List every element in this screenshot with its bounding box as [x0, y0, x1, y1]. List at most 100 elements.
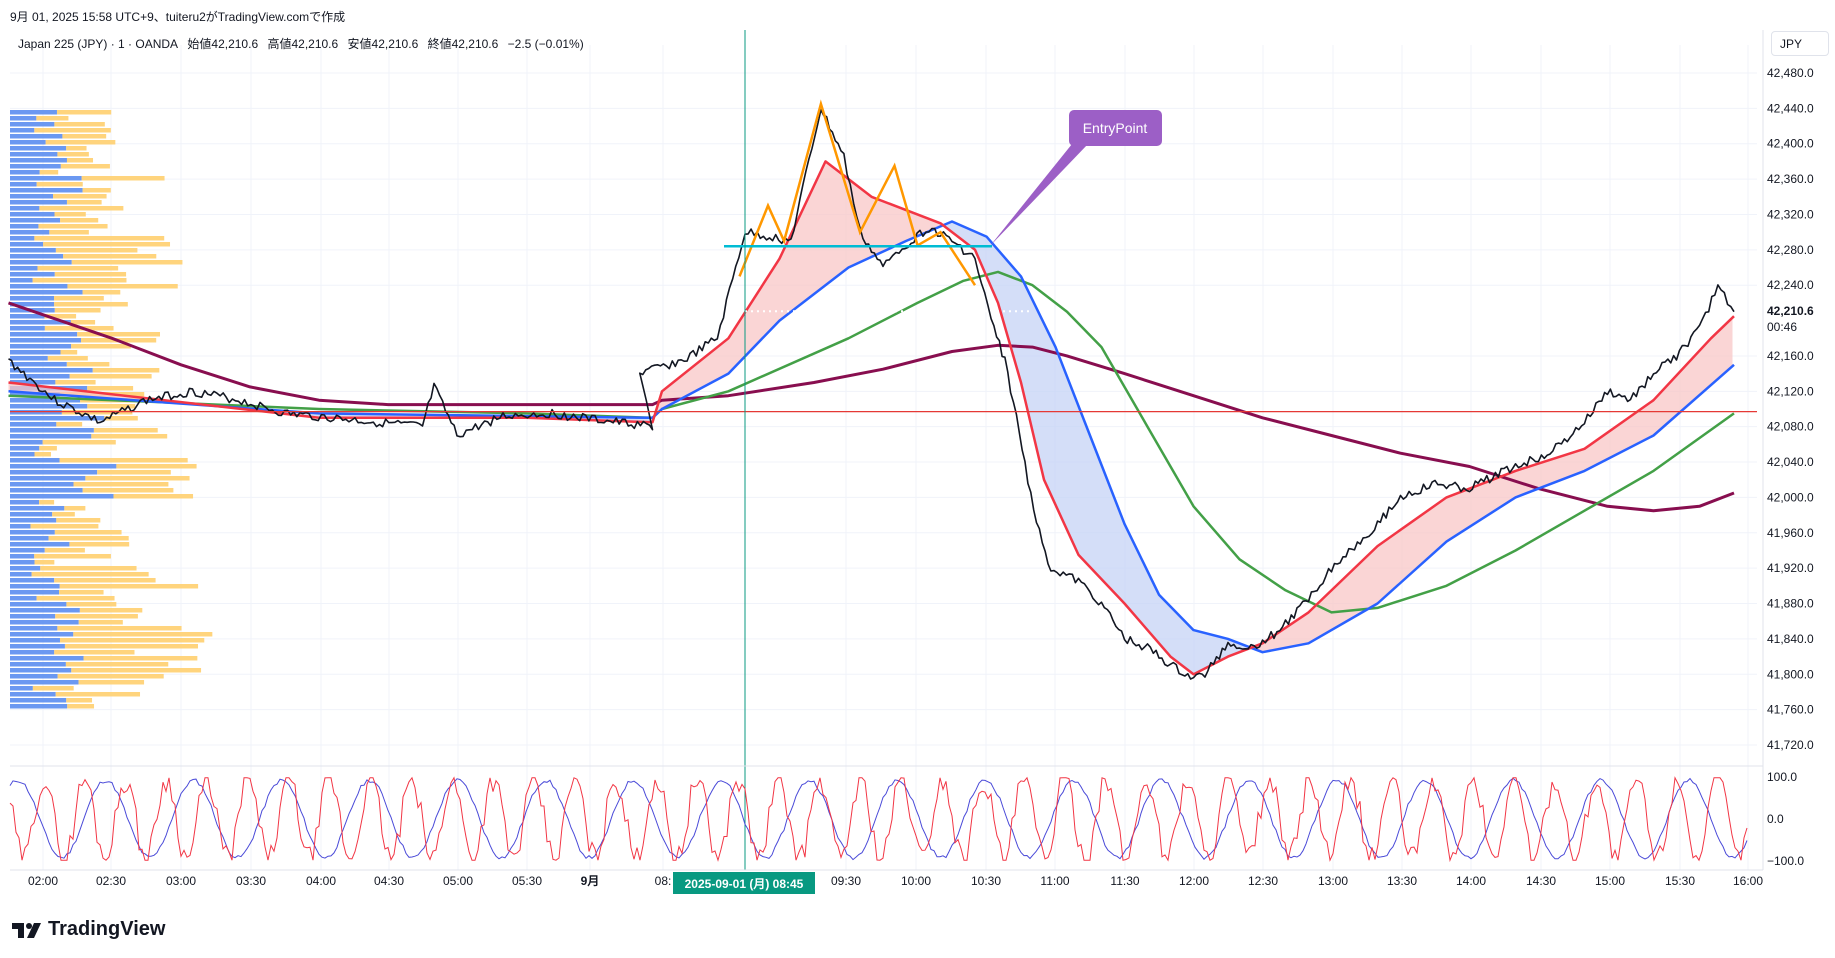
vp-bar-sell — [73, 482, 169, 487]
vp-bar-buy — [10, 284, 68, 289]
time-tick-label: 03:30 — [236, 874, 266, 888]
price-tick-label: 42,480.0 — [1767, 66, 1814, 80]
vp-bar-buy — [10, 596, 37, 601]
vp-bar-buy — [10, 362, 67, 367]
vp-bar-buy — [10, 554, 35, 559]
vp-bar-sell — [66, 602, 117, 607]
vp-bar-sell — [36, 596, 115, 601]
vp-bar-sell — [60, 350, 78, 355]
vp-bar-sell — [54, 650, 135, 655]
vp-bar-buy — [10, 464, 117, 469]
time-tick-label: 13:00 — [1318, 874, 1348, 888]
vp-bar-buy — [10, 212, 55, 217]
stochastic-pane — [9, 776, 1748, 863]
price-tick-label: 42,320.0 — [1767, 207, 1814, 221]
cursor-time-tag: 2025-09-01 (月) 08:45 — [673, 872, 815, 894]
vp-bar-sell — [78, 680, 145, 685]
vp-bar-buy — [10, 368, 93, 373]
vp-bar-buy — [10, 458, 60, 463]
axes: 42,480.0 42,440.0 42,400.0 42,360.0 42,320.0… — [10, 30, 1814, 894]
symbol-legend[interactable]: Japan 225 (JPY) · 1 · OANDA 始値42,210.6 高… — [18, 35, 590, 52]
vp-bar-buy — [10, 350, 61, 355]
price-tick-label: 42,120.0 — [1767, 384, 1814, 398]
price-lines — [8, 109, 1735, 680]
vp-bar-sell — [97, 470, 171, 475]
vp-bar-sell — [54, 308, 101, 313]
vp-bar-buy — [10, 116, 37, 121]
vp-bar-buy — [10, 398, 81, 403]
vp-bar-sell — [49, 230, 89, 235]
vp-bar-sell — [56, 422, 83, 427]
ema-cloud-fills — [8, 162, 1733, 674]
vp-bar-buy — [10, 230, 50, 235]
vp-bar-sell — [39, 206, 124, 211]
vp-bar-buy — [10, 344, 72, 349]
price-tick-label: 42,160.0 — [1767, 349, 1814, 363]
ema-cloud-fill — [1252, 317, 1733, 653]
ohlc-high: 高値42,210.6 — [267, 37, 339, 51]
tradingview-logo[interactable]: TradingView — [12, 918, 165, 941]
vp-bar-buy — [10, 374, 70, 379]
vp-bar-sell — [65, 662, 169, 667]
vp-bar-sell — [59, 638, 205, 643]
time-tick-label: 02:00 — [28, 874, 58, 888]
vp-bar-sell — [59, 584, 199, 589]
vp-bar-buy — [10, 356, 48, 361]
vp-bar-sell — [71, 260, 183, 265]
ohlc-change: −2.5 (−0.01%) — [507, 37, 584, 51]
price-line — [8, 109, 1735, 680]
vp-bar-sell — [66, 146, 87, 151]
vp-bar-sell — [56, 518, 101, 523]
last-price-tag: 42,210.6 00:46 — [1767, 304, 1814, 334]
price-tick-label: 42,280.0 — [1767, 243, 1814, 257]
price-tick-label: 41,920.0 — [1767, 561, 1814, 575]
price-tick-label: 41,840.0 — [1767, 632, 1814, 646]
vp-bar-buy — [10, 128, 35, 133]
vp-bar-sell — [81, 176, 165, 181]
vp-bar-sell — [53, 194, 107, 199]
vp-bar-sell — [67, 284, 178, 289]
vp-bar-sell — [64, 644, 198, 649]
vp-bar-buy — [10, 548, 45, 553]
price-tick-label: 41,800.0 — [1767, 667, 1814, 681]
vp-bar-sell — [30, 524, 99, 529]
vp-bar-buy — [10, 518, 57, 523]
vp-bar-buy — [10, 674, 58, 679]
vp-bar-sell — [77, 332, 160, 337]
currency-selector[interactable]: JPY — [1771, 31, 1829, 56]
vp-bar-sell — [45, 140, 116, 145]
vp-bar-sell — [66, 200, 102, 205]
vp-bar-sell — [59, 458, 188, 463]
ema-slow-line — [8, 270, 1735, 614]
vp-bar-buy — [10, 296, 55, 301]
vp-bar-buy — [10, 638, 60, 643]
time-tick-label: 03:00 — [166, 874, 196, 888]
vp-bar-sell — [44, 314, 77, 319]
vp-bar-buy — [10, 572, 32, 577]
stoch-tick-label: 100.0 — [1767, 770, 1797, 784]
vp-bar-buy — [10, 278, 33, 283]
vp-bar-buy — [10, 530, 55, 535]
vp-bar-buy — [10, 524, 31, 529]
time-tick-label: 11:30 — [1110, 874, 1139, 888]
price-tick-label: 42,080.0 — [1767, 420, 1814, 434]
time-tick-label: 05:30 — [512, 874, 542, 888]
price-tick-label: 42,000.0 — [1767, 490, 1814, 504]
vp-bar-buy — [10, 194, 54, 199]
vp-bar-buy — [10, 176, 82, 181]
vp-bar-sell — [43, 242, 171, 247]
price-tick-label: 42,040.0 — [1767, 455, 1814, 469]
vp-bar-buy — [10, 260, 72, 265]
price-tick-label: 41,960.0 — [1767, 526, 1814, 540]
vp-bar-buy — [10, 512, 53, 517]
vp-bar-sell — [93, 428, 158, 433]
vp-bar-sell — [85, 476, 190, 481]
vp-bar-buy — [10, 494, 114, 499]
vp-bar-sell — [34, 554, 111, 559]
vp-bar-buy — [10, 434, 92, 439]
vp-bar-sell — [71, 344, 131, 349]
symbol-name[interactable]: Japan 225 (JPY) · 1 · OANDA — [18, 37, 179, 51]
time-tick-label: 11:00 — [1040, 874, 1069, 888]
time-tick-label: 15:30 — [1665, 874, 1695, 888]
